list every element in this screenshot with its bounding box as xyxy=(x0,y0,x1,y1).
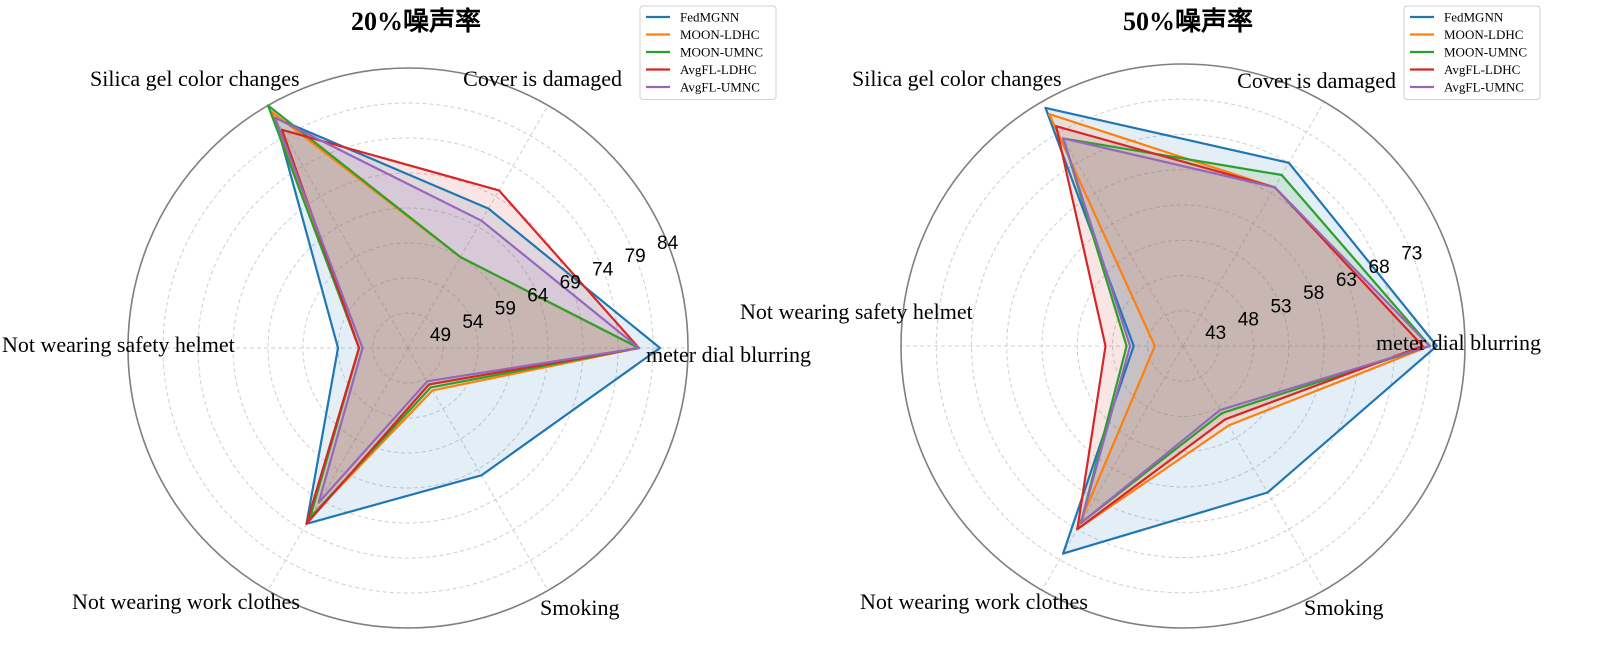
tick-label-1-3: 58 xyxy=(1303,283,1324,304)
axis-label-0-1: Cover is damaged xyxy=(463,66,622,91)
series-fill-0-3 xyxy=(282,129,639,524)
axis-label-0-2: Silica gel color changes xyxy=(90,66,300,91)
series-fill-1-2 xyxy=(1063,138,1430,524)
axis-label-1-4: Not wearing work clothes xyxy=(860,589,1088,614)
series-line-1-2 xyxy=(1062,137,1431,525)
series-fill-1-3 xyxy=(1056,126,1423,530)
tick-label-1-5: 68 xyxy=(1369,257,1390,278)
legend-entry-1-0: FedMGNN xyxy=(1444,10,1504,25)
tick-label-1-6: 73 xyxy=(1401,244,1422,265)
grid-spoke-0-1 xyxy=(407,105,549,349)
series-line-1-0 xyxy=(1044,106,1438,555)
axis-label-0-3: Not wearing safety helmet xyxy=(2,332,235,357)
axis-label-1-2: Silica gel color changes xyxy=(852,66,1062,91)
tick-label-1-1: 48 xyxy=(1238,310,1259,331)
chart-title-1: 50%噪声率 xyxy=(1123,6,1253,36)
tick-label-0-3: 64 xyxy=(527,286,549,307)
legend-box-1 xyxy=(1403,5,1541,100)
grid-spoke-0-2 xyxy=(267,105,409,349)
legend-entry-0-1: MOON-LDHC xyxy=(680,27,759,42)
radar-frame-0 xyxy=(127,67,689,629)
axis-label-1-1: Cover is damaged xyxy=(1237,68,1396,93)
legend-entry-0-2: MOON-UMNC xyxy=(680,45,763,60)
tick-label-0-0: 49 xyxy=(430,325,451,346)
legend-entry-1-1: MOON-LDHC xyxy=(1444,27,1523,42)
series-fill-0-0 xyxy=(275,117,660,524)
tick-label-0-2: 59 xyxy=(495,299,516,320)
axis-label-0-5: Smoking xyxy=(540,595,619,620)
grid-spoke-1-1 xyxy=(1182,101,1325,347)
legend-entry-0-4: AvgFL-UMNC xyxy=(680,80,760,95)
tick-label-1-0: 43 xyxy=(1205,323,1226,344)
series-fill-1-4 xyxy=(1063,138,1430,524)
legend-entry-1-3: AvgFL-LDHC xyxy=(1444,62,1520,77)
axis-label-0-0: meter dial blurring xyxy=(646,342,811,367)
tick-label-0-6: 79 xyxy=(625,246,646,267)
chart-title-0: 20%噪声率 xyxy=(351,6,481,36)
tick-label-0-4: 69 xyxy=(560,272,581,293)
axis-label-1-0: meter dial blurring xyxy=(1376,330,1541,355)
tick-label-0-5: 74 xyxy=(592,259,614,280)
series-line-1-4 xyxy=(1062,137,1431,525)
radar-frame-1 xyxy=(900,63,1466,629)
tick-label-0-1: 54 xyxy=(462,312,484,333)
grid-spoke-0-4 xyxy=(267,347,409,591)
series-line-0-3 xyxy=(280,128,641,525)
axis-label-0-4: Not wearing work clothes xyxy=(72,589,300,614)
tick-label-1-2: 53 xyxy=(1270,296,1291,317)
grid-spoke-0-5 xyxy=(407,347,549,591)
axis-label-1-3: Not wearing safety helmet xyxy=(740,299,973,324)
legend-entry-0-0: FedMGNN xyxy=(680,10,740,25)
series-line-0-0 xyxy=(273,116,662,525)
legend-box-0 xyxy=(639,5,777,100)
tick-label-1-4: 63 xyxy=(1336,270,1357,291)
grid-spoke-1-5 xyxy=(1182,345,1325,591)
axis-label-1-5: Smoking xyxy=(1304,595,1383,620)
series-fill-0-2 xyxy=(268,105,639,518)
series-fill-0-4 xyxy=(275,117,639,503)
series-fill-1-1 xyxy=(1049,114,1430,530)
series-fill-0-1 xyxy=(271,111,639,518)
series-line-0-4 xyxy=(273,116,641,504)
legend-entry-0-3: AvgFL-LDHC xyxy=(680,62,756,77)
legend-entry-1-2: MOON-UMNC xyxy=(1444,45,1527,60)
legend-entry-1-4: AvgFL-UMNC xyxy=(1444,80,1524,95)
tick-label-0-7: 84 xyxy=(657,233,679,254)
series-fill-1-0 xyxy=(1045,107,1437,554)
